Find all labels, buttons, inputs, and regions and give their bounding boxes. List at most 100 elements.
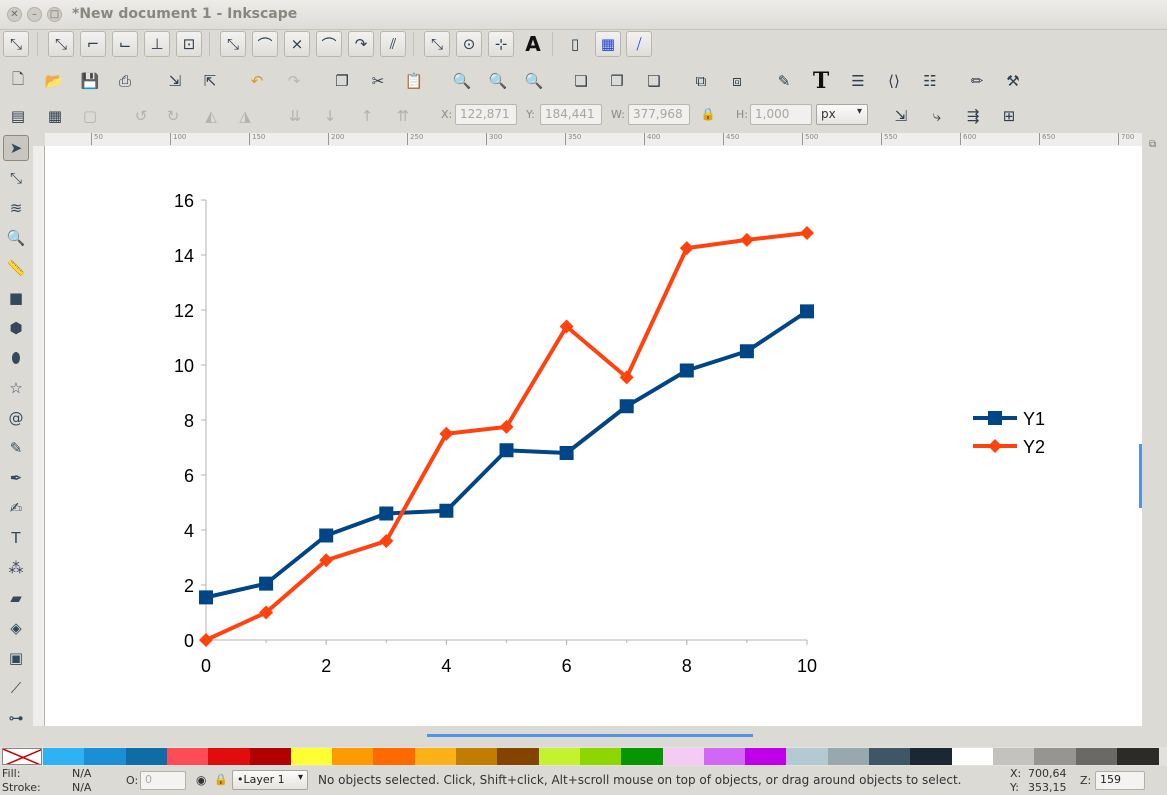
pencil-icon[interactable]: ✎ [9, 439, 23, 457]
redo-icon[interactable]: ↷ [287, 72, 301, 90]
color-swatch[interactable] [208, 748, 250, 765]
x-field[interactable]: 122,871 [455, 104, 517, 125]
node-editor-icon[interactable]: ⤡ [9, 169, 22, 187]
color-swatch[interactable] [703, 748, 746, 765]
lock-guides-icon[interactable]: ⧉ [1149, 139, 1157, 150]
no-paint-swatch[interactable] [2, 748, 42, 765]
lower-icon[interactable]: ↓ [323, 107, 337, 125]
measure-icon[interactable]: 📏 [6, 259, 26, 277]
color-swatch[interactable] [497, 748, 540, 765]
horizontal-scrollbar[interactable] [0, 727, 1142, 746]
color-swatch[interactable] [332, 748, 374, 765]
snap-bbox-midpoint-icon[interactable]: ⊥ [144, 31, 170, 57]
unlink-clone-icon[interactable]: ❑ [647, 72, 661, 90]
color-swatch[interactable] [84, 748, 127, 765]
snap-path-icon[interactable]: ⌒ [252, 31, 278, 57]
scale-stroke-icon[interactable]: ⇲ [894, 107, 908, 125]
text-font-icon[interactable]: T [812, 68, 830, 94]
zoom-field[interactable]: 159 [1095, 771, 1145, 790]
connector-icon[interactable]: ⊶ [8, 709, 24, 727]
document-properties-icon[interactable]: ⚒ [1006, 72, 1020, 90]
calligraphy-icon[interactable]: ✍ [9, 499, 23, 517]
snap-enable-icon[interactable]: ⤡ [3, 31, 29, 57]
vertical-scrollbar[interactable]: ⧉ [1139, 133, 1167, 733]
preferences-icon[interactable]: ✏ [970, 72, 984, 90]
copy-icon[interactable]: ❐ [335, 72, 349, 90]
flip-horizontal-icon[interactable]: ◭ [205, 107, 217, 125]
canvas[interactable]: 0 2 4 6 8 10 12 14 16 0 2 4 6 8 10 Y1 Y2 [45, 146, 1142, 726]
clone-icon[interactable]: ❒ [610, 72, 624, 90]
color-swatch[interactable] [745, 748, 787, 765]
snap-bbox-icon[interactable]: ⤡ [48, 31, 74, 57]
select-all-layers-icon[interactable]: ▦ [47, 107, 63, 125]
move-gradients-icon[interactable]: ⇶ [966, 107, 980, 125]
select-all-icon[interactable]: ▤ [10, 107, 26, 125]
pen-icon[interactable]: ✒ [9, 469, 23, 487]
zoom-page-icon[interactable]: 🔍 [524, 72, 544, 90]
snap-grid-icon[interactable]: ▦ [595, 31, 621, 57]
snap-bbox-corner-icon[interactable]: ⌙ [112, 31, 138, 57]
print-icon[interactable]: ⎙ [118, 72, 131, 90]
snap-bbox-center-icon[interactable]: ⊡ [176, 31, 202, 57]
open-icon[interactable]: 📂 [44, 72, 64, 90]
box-3d-icon[interactable]: ⬢ [9, 319, 23, 337]
dropper-icon[interactable]: ⟋ [10, 679, 22, 697]
color-swatch[interactable] [786, 748, 829, 765]
raise-icon[interactable]: ↑ [360, 107, 374, 125]
export-icon[interactable]: ⇱ [203, 72, 217, 90]
color-swatch[interactable] [662, 748, 705, 765]
scale-corners-icon[interactable]: ⤷ [932, 107, 942, 125]
minimize-icon[interactable]: – [27, 7, 42, 22]
opacity-field[interactable]: 0 [140, 771, 186, 790]
paint-bucket-icon[interactable]: ◈ [10, 619, 22, 637]
h-field[interactable]: 1,000 [750, 104, 812, 125]
undo-icon[interactable]: ↶ [250, 72, 264, 90]
gradient-icon[interactable]: ▣ [8, 649, 24, 667]
color-swatch[interactable] [827, 748, 870, 765]
selector-icon[interactable]: ➤ [3, 135, 29, 161]
horizontal-ruler[interactable]: 50 100 150 200 250 300 350 400 450 500 550 600 650 70… [45, 133, 1142, 147]
horizontal-scroll-thumb[interactable] [427, 734, 753, 737]
import-icon[interactable]: ⇲ [168, 72, 182, 90]
cut-icon[interactable]: ✂ [371, 72, 385, 90]
new-document-icon[interactable]: 🗋 [11, 69, 25, 88]
maximize-icon[interactable]: □ [47, 7, 62, 22]
fill-value[interactable]: N/A [72, 767, 92, 780]
star-icon[interactable]: ☆ [9, 379, 23, 397]
align-distribute-icon[interactable]: ☷ [923, 72, 937, 90]
snap-rotation-center-icon[interactable]: ⊹ [488, 31, 514, 57]
vertical-scroll-thumb[interactable] [1139, 444, 1142, 508]
snap-others-icon[interactable]: ⤡ [424, 31, 450, 57]
vertical-ruler[interactable] [33, 146, 45, 726]
stroke-value[interactable]: N/A [72, 781, 92, 794]
color-swatch[interactable] [621, 748, 663, 765]
lock-icon[interactable]: 🔒 [700, 107, 716, 121]
y-field[interactable]: 184,441 [540, 104, 602, 125]
color-swatch[interactable] [1116, 748, 1159, 765]
lock-layer-icon[interactable]: 🔒 [214, 773, 228, 786]
snap-center-icon[interactable]: ⊙ [456, 31, 482, 57]
color-swatch[interactable] [456, 748, 498, 765]
color-swatch[interactable] [951, 748, 994, 765]
text-icon[interactable]: T [11, 529, 21, 547]
deselect-icon[interactable]: ▢ [82, 107, 98, 125]
snap-cusp-icon[interactable]: ⌒ [316, 31, 342, 57]
group-icon[interactable]: ⧉ [695, 72, 707, 90]
xml-editor-icon[interactable]: ⟨⟩ [888, 72, 900, 90]
snap-text-baseline-icon[interactable]: A [525, 32, 541, 56]
color-swatch[interactable] [910, 748, 953, 765]
tweak-icon[interactable]: ≋ [9, 199, 23, 217]
color-swatch[interactable] [166, 748, 209, 765]
color-swatch[interactable] [249, 748, 292, 765]
snap-guide-icon[interactable]: ⧸ [626, 31, 652, 57]
eraser-icon[interactable]: ▰ [10, 589, 22, 607]
snap-bbox-edge-icon[interactable]: ⌐ [80, 31, 106, 57]
save-icon[interactable]: 💾 [80, 72, 100, 90]
move-patterns-icon[interactable]: ⊞ [1002, 107, 1016, 125]
color-swatch[interactable] [290, 748, 333, 765]
ellipse-icon[interactable]: ⬮ [11, 349, 21, 367]
paste-icon[interactable]: 📋 [404, 72, 424, 90]
color-swatch[interactable] [579, 748, 622, 765]
w-field[interactable]: 377,968 [628, 104, 690, 125]
lower-bottom-icon[interactable]: ⇊ [288, 107, 302, 125]
